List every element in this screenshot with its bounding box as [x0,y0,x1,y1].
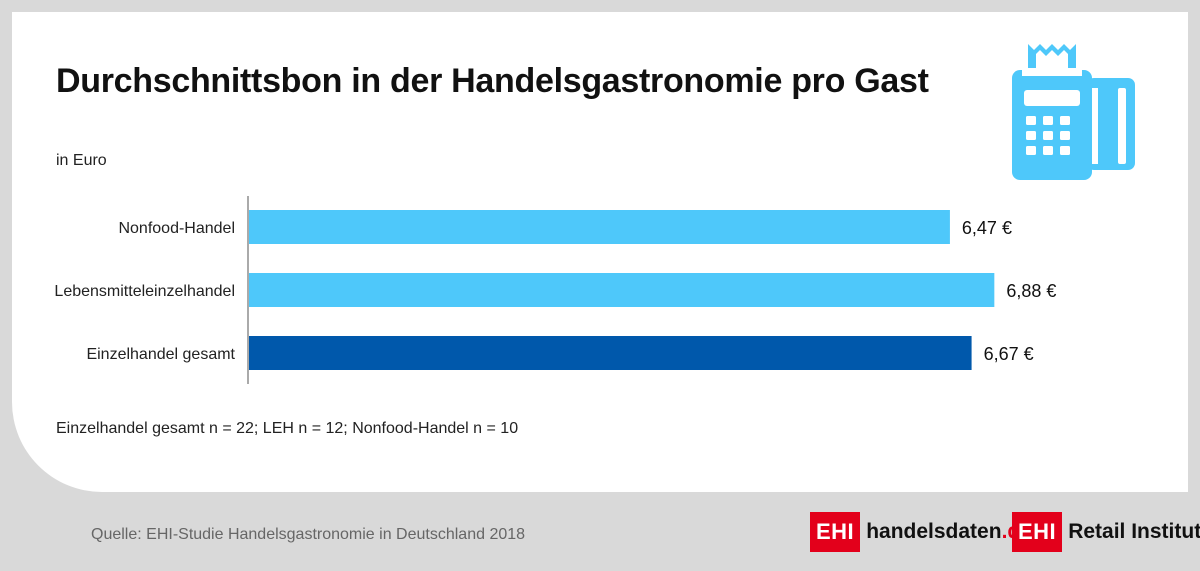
category-label: Einzelhandel gesamt [86,346,235,363]
payment-terminal-icon [1012,44,1135,180]
bar [249,336,972,370]
category-label: Lebensmitteleinzelhandel [54,283,235,300]
retail-institute-text: Retail Institute [1068,520,1200,543]
handelsdaten-logo[interactable]: EHI handelsdaten.de [810,512,1032,552]
source-note: Quelle: EHI-Studie Handelsgastronomie in… [91,526,526,543]
bar [249,210,950,244]
value-label: 6,47 € [962,218,1012,238]
ehi-mark: EHI [1012,512,1063,552]
chart-title: Durchschnittsbon in der Handelsgastronom… [56,62,929,100]
category-label: Nonfood-Handel [118,220,235,237]
unit-label: in Euro [56,152,107,169]
chart-card [12,12,1188,492]
value-label: 6,67 € [984,344,1034,364]
value-label: 6,88 € [1006,281,1056,301]
ehi-retail-institute-logo[interactable]: EHI Retail Institute® [1012,512,1200,552]
handelsdaten-text: handelsdaten [866,520,1002,543]
ehi-mark: EHI [810,512,861,552]
bar [249,273,995,307]
sample-size-note: Einzelhandel gesamt n = 22; LEH n = 12; … [56,420,519,437]
